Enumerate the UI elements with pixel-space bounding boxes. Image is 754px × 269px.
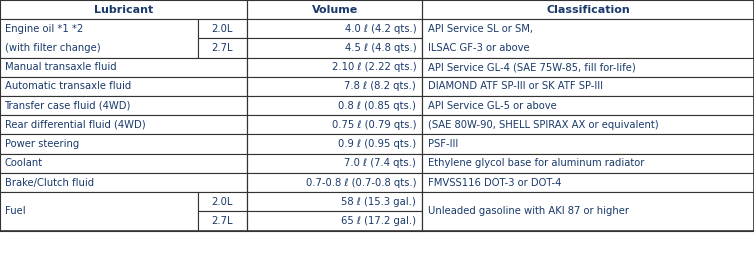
Text: API Service SL or SM,: API Service SL or SM, (428, 24, 533, 34)
Bar (0, 0, 754, 19)
Text: 4.0 ℓ (4.2 qts.): 4.0 ℓ (4.2 qts.) (345, 24, 416, 34)
Text: ILSAC GF-3 or above: ILSAC GF-3 or above (428, 43, 530, 53)
Bar (422, 19, 754, 58)
Bar (247, 154, 422, 173)
Text: Engine oil *1 *2: Engine oil *1 *2 (5, 24, 83, 34)
Bar (247, 38, 422, 58)
Text: Brake/Clutch fluid: Brake/Clutch fluid (5, 178, 93, 187)
Bar (247, 96, 422, 115)
Text: Transfer case fluid (4WD): Transfer case fluid (4WD) (5, 101, 131, 111)
Text: Manual transaxle fluid: Manual transaxle fluid (5, 62, 116, 72)
Text: 0.9 ℓ (0.95 qts.): 0.9 ℓ (0.95 qts.) (338, 139, 416, 149)
Text: DIAMOND ATF SP-III or SK ATF SP-III: DIAMOND ATF SP-III or SK ATF SP-III (428, 82, 603, 91)
Text: Coolant: Coolant (5, 158, 43, 168)
Text: 0.7-0.8 ℓ (0.7-0.8 qts.): 0.7-0.8 ℓ (0.7-0.8 qts.) (305, 178, 416, 187)
Bar (247, 134, 422, 154)
Text: (with filter change): (with filter change) (5, 43, 100, 53)
Bar (422, 154, 754, 173)
Bar (247, 192, 422, 211)
Bar (198, 211, 247, 231)
Bar (0, 134, 247, 154)
Text: Power steering: Power steering (5, 139, 78, 149)
Text: 65 ℓ (17.2 gal.): 65 ℓ (17.2 gal.) (342, 216, 416, 226)
Text: (SAE 80W-90, SHELL SPIRAX AX or equivalent): (SAE 80W-90, SHELL SPIRAX AX or equivale… (428, 120, 659, 130)
Bar (0, 19, 198, 58)
Bar (198, 38, 247, 58)
Text: Ethylene glycol base for aluminum radiator: Ethylene glycol base for aluminum radiat… (428, 158, 645, 168)
Bar (247, 115, 422, 134)
Bar (0, 192, 198, 231)
Bar (247, 58, 422, 77)
Text: Classification: Classification (546, 5, 630, 15)
Text: 0.8 ℓ (0.85 qts.): 0.8 ℓ (0.85 qts.) (339, 101, 416, 111)
Bar (198, 192, 247, 211)
Text: FMVSS116 DOT-3 or DOT-4: FMVSS116 DOT-3 or DOT-4 (428, 178, 562, 187)
Bar (198, 19, 247, 38)
Bar (0, 173, 247, 192)
Text: 2.0L: 2.0L (212, 24, 233, 34)
Text: API Service GL-4 (SAE 75W-85, fill for-life): API Service GL-4 (SAE 75W-85, fill for-l… (428, 62, 636, 72)
Text: 7.0 ℓ (7.4 qts.): 7.0 ℓ (7.4 qts.) (345, 158, 416, 168)
Bar (0, 115, 247, 134)
Text: 4.5 ℓ (4.8 qts.): 4.5 ℓ (4.8 qts.) (345, 43, 416, 53)
Bar (422, 58, 754, 77)
Bar (0, 58, 247, 77)
Text: 58 ℓ (15.3 gal.): 58 ℓ (15.3 gal.) (342, 197, 416, 207)
Bar (247, 77, 422, 96)
Text: 7.8 ℓ (8.2 qts.): 7.8 ℓ (8.2 qts.) (345, 82, 416, 91)
Text: 2.7L: 2.7L (212, 216, 233, 226)
Bar (422, 115, 754, 134)
Bar (422, 134, 754, 154)
Text: Volume: Volume (311, 5, 358, 15)
Text: Unleaded gasoline with AKI 87 or higher: Unleaded gasoline with AKI 87 or higher (428, 206, 630, 216)
Text: Automatic transaxle fluid: Automatic transaxle fluid (5, 82, 130, 91)
Bar (422, 173, 754, 192)
Text: PSF-III: PSF-III (428, 139, 458, 149)
Text: Rear differential fluid (4WD): Rear differential fluid (4WD) (5, 120, 146, 130)
Bar (422, 77, 754, 96)
Bar (422, 192, 754, 231)
Bar (0, 77, 247, 96)
Bar (247, 173, 422, 192)
Text: API Service GL-5 or above: API Service GL-5 or above (428, 101, 557, 111)
Bar (0, 96, 247, 115)
Text: 0.75 ℓ (0.79 qts.): 0.75 ℓ (0.79 qts.) (332, 120, 416, 130)
Bar (247, 19, 422, 38)
Text: 2.7L: 2.7L (212, 43, 233, 53)
Text: Fuel: Fuel (5, 206, 25, 216)
Text: 2.0L: 2.0L (212, 197, 233, 207)
Bar (247, 211, 422, 231)
Bar (422, 96, 754, 115)
Bar (0, 154, 247, 173)
Text: 2.10 ℓ (2.22 qts.): 2.10 ℓ (2.22 qts.) (332, 62, 416, 72)
Text: Lubricant: Lubricant (94, 5, 153, 15)
